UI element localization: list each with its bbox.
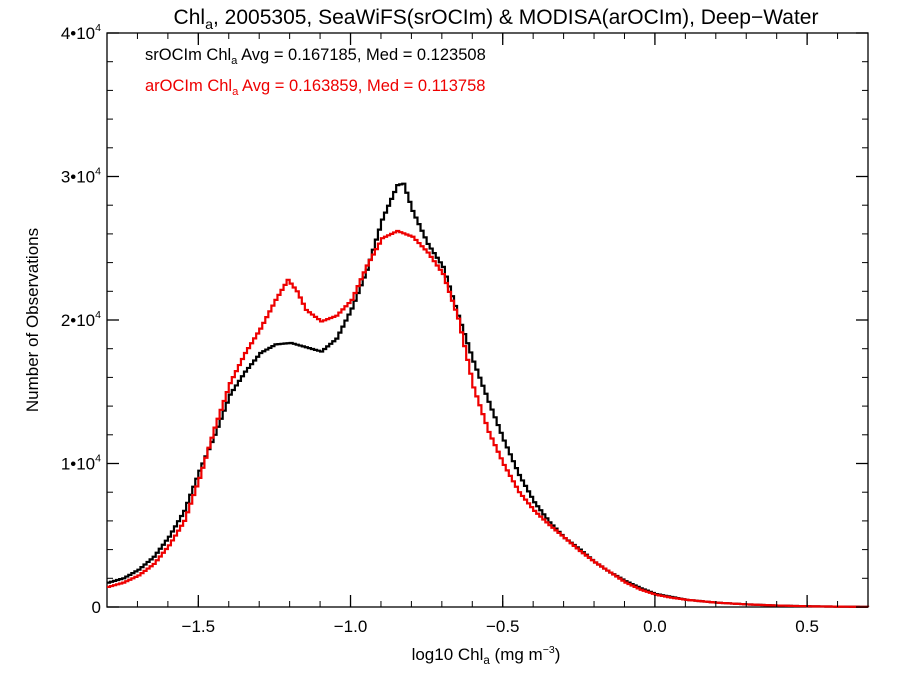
x-tick-label: −0.5 [486,617,520,636]
x-axis-label: log10 Chla (mg m−3) [412,644,561,667]
series-line-srOCIm [107,182,870,608]
y-tick-label: 3•104 [61,166,101,187]
stats-line-aroci: arOCIm Chla Avg = 0.163859, Med = 0.1137… [145,77,485,98]
plot-frame [106,32,869,608]
y-tick-label: 2•104 [61,309,101,330]
axes-frame [106,32,869,608]
x-tick-label: −1.5 [182,617,216,636]
y-axis-label: Number of Observations [23,228,42,412]
y-tick-label: 0 [92,598,101,617]
y-tick-label: 1•104 [61,453,101,474]
chart-title: Chla, 2005305, SeaWiFS(srOCIm) & MODISA(… [174,6,819,33]
series-layer [107,182,870,608]
tick-layer: −1.5 −1.0 −0.5 0.0 0.5 0 1•104 2•104 3•104 4•104 [61,22,869,636]
stats-line-sroci: srOCIm Chla Avg = 0.167185, Med = 0.1235… [145,46,486,67]
x-tick-label: 0.0 [643,617,667,636]
x-tick-label: 0.5 [795,617,819,636]
series-line-arOCIm [107,229,870,608]
y-tick-label: 4•104 [61,22,101,43]
x-tick-label: −1.0 [334,617,368,636]
